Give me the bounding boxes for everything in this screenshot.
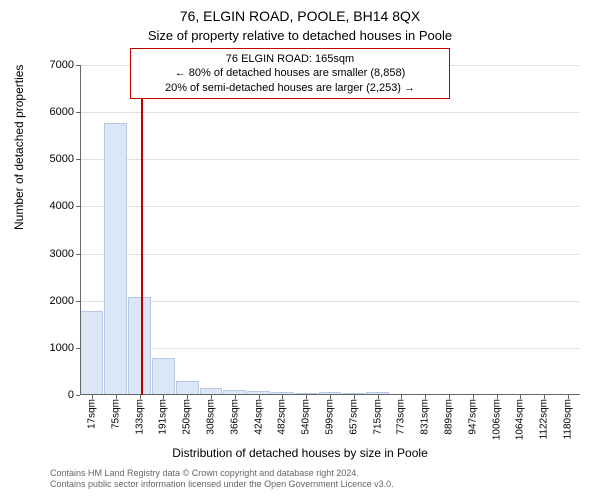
x-tick-mark xyxy=(497,395,498,399)
y-tick-mark xyxy=(76,301,80,302)
x-tick-mark xyxy=(306,395,307,399)
annotation-line2: ← 80% of detached houses are smaller (8,… xyxy=(135,66,445,80)
x-tick-label: 191sqm xyxy=(158,399,169,435)
x-tick-mark xyxy=(330,395,331,399)
x-tick-label: 1180sqm xyxy=(563,399,574,439)
x-tick-mark xyxy=(520,395,521,399)
bar xyxy=(104,123,127,395)
x-tick-label: 715sqm xyxy=(372,399,383,435)
bar xyxy=(176,381,199,395)
x-tick-mark xyxy=(163,395,164,399)
bar xyxy=(152,358,175,395)
annotation-line3: 20% of semi-detached houses are larger (… xyxy=(135,81,445,95)
x-axis-label: Distribution of detached houses by size … xyxy=(0,446,600,460)
x-tick-mark xyxy=(544,395,545,399)
gridline xyxy=(80,206,580,207)
y-tick-label: 2000 xyxy=(14,295,74,307)
x-tick-label: 308sqm xyxy=(205,399,216,435)
x-tick-mark xyxy=(473,395,474,399)
y-tick-mark xyxy=(76,254,80,255)
plot-area: 0100020003000400050006000700017sqm75sqm1… xyxy=(80,65,580,395)
x-tick-mark xyxy=(235,395,236,399)
x-tick-mark xyxy=(425,395,426,399)
x-tick-label: 831sqm xyxy=(420,399,431,435)
y-tick-label: 3000 xyxy=(14,248,74,260)
x-tick-mark xyxy=(211,395,212,399)
x-tick-mark xyxy=(401,395,402,399)
x-tick-label: 366sqm xyxy=(229,399,240,435)
y-tick-mark xyxy=(76,65,80,66)
x-tick-label: 75sqm xyxy=(110,399,121,429)
y-tick-label: 1000 xyxy=(14,342,74,354)
plot-inner: 0100020003000400050006000700017sqm75sqm1… xyxy=(80,65,580,395)
x-tick-mark xyxy=(187,395,188,399)
footer-line1: Contains HM Land Registry data © Crown c… xyxy=(50,468,394,479)
x-tick-mark xyxy=(140,395,141,399)
y-tick-label: 6000 xyxy=(14,106,74,118)
x-tick-label: 482sqm xyxy=(277,399,288,435)
x-tick-mark xyxy=(116,395,117,399)
bar xyxy=(128,297,151,395)
x-tick-mark xyxy=(282,395,283,399)
x-tick-label: 250sqm xyxy=(182,399,193,435)
y-tick-label: 0 xyxy=(14,389,74,401)
x-tick-label: 657sqm xyxy=(348,399,359,435)
gridline xyxy=(80,348,580,349)
y-tick-label: 5000 xyxy=(14,153,74,165)
x-tick-label: 133sqm xyxy=(134,399,145,435)
y-tick-mark xyxy=(76,206,80,207)
gridline xyxy=(80,112,580,113)
y-tick-mark xyxy=(76,395,80,396)
x-tick-label: 947sqm xyxy=(467,399,478,435)
x-tick-mark xyxy=(568,395,569,399)
title-subtitle: Size of property relative to detached ho… xyxy=(0,28,600,43)
x-tick-label: 773sqm xyxy=(396,399,407,435)
y-tick-label: 4000 xyxy=(14,200,74,212)
x-tick-label: 1006sqm xyxy=(491,399,502,440)
x-tick-mark xyxy=(92,395,93,399)
footer-line2: Contains public sector information licen… xyxy=(50,479,394,490)
x-tick-label: 599sqm xyxy=(325,399,336,435)
bar xyxy=(80,311,103,395)
reference-line xyxy=(141,65,143,395)
annotation-line1: 76 ELGIN ROAD: 165sqm xyxy=(135,52,445,66)
annotation-box: 76 ELGIN ROAD: 165sqm ← 80% of detached … xyxy=(130,48,450,99)
x-tick-label: 889sqm xyxy=(444,399,455,435)
gridline xyxy=(80,301,580,302)
title-address: 76, ELGIN ROAD, POOLE, BH14 8QX xyxy=(0,8,600,24)
chart-container: 76, ELGIN ROAD, POOLE, BH14 8QX Size of … xyxy=(0,0,600,500)
x-tick-label: 17sqm xyxy=(86,399,97,429)
x-tick-mark xyxy=(449,395,450,399)
x-tick-mark xyxy=(378,395,379,399)
x-tick-label: 540sqm xyxy=(301,399,312,435)
footer: Contains HM Land Registry data © Crown c… xyxy=(50,468,394,491)
y-tick-label: 7000 xyxy=(14,59,74,71)
x-tick-mark xyxy=(354,395,355,399)
x-tick-label: 1064sqm xyxy=(515,399,526,440)
x-tick-label: 1122sqm xyxy=(539,399,550,439)
x-tick-label: 424sqm xyxy=(253,399,264,435)
y-tick-mark xyxy=(76,159,80,160)
gridline xyxy=(80,254,580,255)
x-tick-mark xyxy=(259,395,260,399)
y-axis-line xyxy=(80,65,81,395)
y-tick-mark xyxy=(76,112,80,113)
y-tick-mark xyxy=(76,348,80,349)
gridline xyxy=(80,159,580,160)
